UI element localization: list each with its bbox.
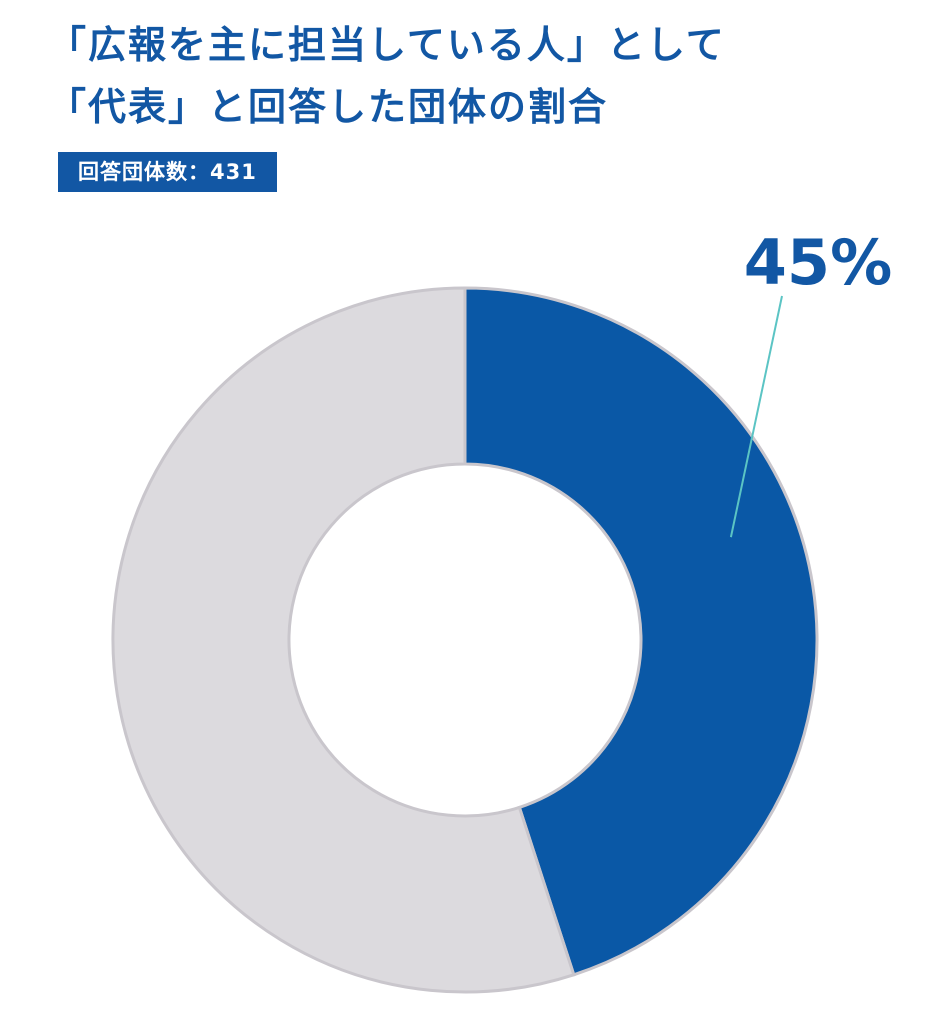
chart-title-line-1: 「広報を主に担当している人」として	[48, 23, 726, 67]
donut-slice-2	[111, 286, 576, 994]
chart-title-line-2: 「代表」と回答した団体の割合	[48, 85, 609, 129]
donut-slices	[111, 286, 819, 994]
chart-title: 「広報を主に担当している人」として 「代表」と回答した団体の割合	[48, 14, 908, 138]
percent-leader-line	[729, 295, 783, 538]
donut-slice-1	[463, 286, 819, 977]
respondent-count-badge: 回答団体数：431	[58, 152, 277, 192]
slice-label-45-percent: 45%	[744, 226, 892, 299]
